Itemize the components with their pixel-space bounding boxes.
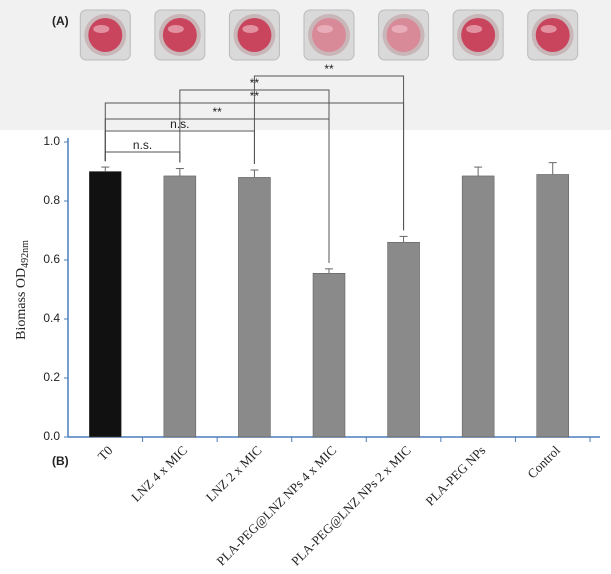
- x-tick-label: LNZ 2 x MIC: [203, 443, 265, 505]
- well: [163, 18, 197, 52]
- y-tick-label: 0.6: [43, 252, 60, 266]
- well: [88, 18, 122, 52]
- well-highlight: [317, 25, 333, 33]
- well-highlight: [168, 25, 184, 33]
- well-highlight: [466, 25, 482, 33]
- well: [461, 18, 495, 52]
- well: [536, 18, 570, 52]
- well-images: [80, 10, 577, 60]
- y-tick-label: 1.0: [43, 134, 60, 148]
- bar: [388, 242, 420, 437]
- x-tick-label: PLA-PEG NPs: [422, 443, 488, 509]
- panel-label: (A): [52, 14, 69, 28]
- well-highlight: [242, 25, 258, 33]
- y-tick-label: 0.4: [43, 311, 60, 325]
- well: [312, 18, 346, 52]
- bar: [462, 176, 494, 437]
- x-tick-label: T0: [95, 443, 116, 464]
- significance-label: n.s.: [133, 138, 152, 152]
- well-highlight: [541, 25, 557, 33]
- significance-label: **: [324, 62, 334, 76]
- y-axis-label: Biomass OD492nm: [14, 240, 31, 340]
- bar: [89, 172, 121, 438]
- y-label-main: Biomass OD: [14, 268, 29, 340]
- well-highlight: [93, 25, 109, 33]
- x-tick-label: LNZ 4 x MIC: [128, 443, 190, 505]
- y-tick-label: 0.8: [43, 193, 60, 207]
- bar: [313, 273, 345, 437]
- y-tick-label: 0.0: [43, 429, 60, 443]
- y-tick-label: 0.2: [43, 370, 60, 384]
- bracket-line: [105, 152, 180, 163]
- significance-label: **: [212, 105, 222, 119]
- y-label-subscript: 492nm: [20, 240, 31, 268]
- x-tick-label: PLA-PEG@LNZ NPs 4 x MIC: [213, 443, 339, 569]
- x-tick-label: PLA-PEG@LNZ NPs 2 x MIC: [288, 443, 414, 569]
- chart: (A) (B) Biomass OD492nm 0.0 0.2 0.4 0.6 0.8 1…: [0, 0, 611, 574]
- bar: [238, 177, 270, 437]
- well: [387, 18, 421, 52]
- panel-label: (B): [52, 454, 69, 468]
- x-tick-label: Control: [524, 442, 563, 481]
- well-highlight: [392, 25, 408, 33]
- bar: [164, 176, 196, 437]
- well: [237, 18, 271, 52]
- bar: [537, 174, 569, 437]
- significance-bracket: n.s.: [105, 138, 180, 162]
